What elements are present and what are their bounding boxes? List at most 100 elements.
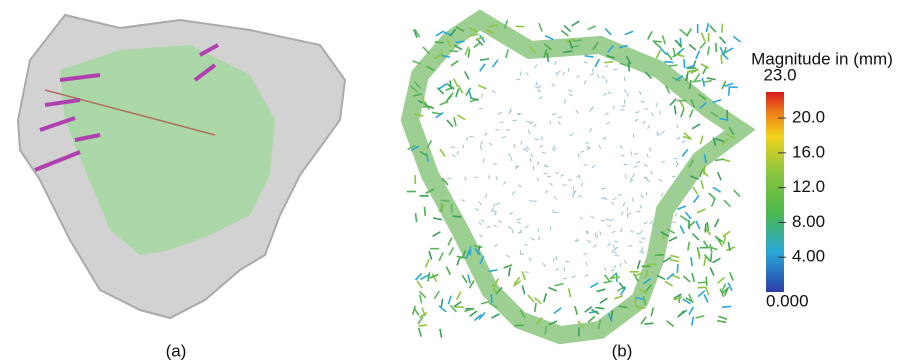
vector <box>603 93 606 95</box>
vector <box>569 288 571 297</box>
vector <box>538 85 541 88</box>
vector <box>513 120 517 121</box>
vector <box>435 42 444 43</box>
vector <box>600 298 608 303</box>
vector <box>728 283 732 291</box>
vector <box>631 152 632 156</box>
vector <box>570 133 573 136</box>
vector <box>474 177 478 178</box>
vector <box>653 41 662 42</box>
vector <box>603 137 606 139</box>
vector <box>696 221 700 229</box>
vector <box>481 94 482 98</box>
vector <box>547 176 551 177</box>
vector <box>461 200 464 202</box>
vector <box>720 37 726 44</box>
vector <box>715 159 724 160</box>
vector <box>584 61 587 63</box>
vector <box>696 51 700 59</box>
vector <box>450 51 459 52</box>
vector <box>665 281 673 286</box>
vector <box>688 242 690 251</box>
vector <box>572 276 576 278</box>
vector <box>605 65 609 67</box>
vector <box>613 198 617 199</box>
vector <box>656 102 657 106</box>
vector <box>534 65 536 68</box>
vector <box>656 50 660 58</box>
vector <box>498 112 501 114</box>
vector <box>675 106 676 115</box>
vector <box>550 121 551 125</box>
vector <box>440 149 445 156</box>
vector <box>676 54 685 56</box>
vector <box>675 213 677 216</box>
vector <box>636 161 640 163</box>
vector <box>554 308 561 314</box>
colorbar-min-label: 0.000 <box>766 291 809 310</box>
vector <box>710 244 712 253</box>
vector <box>573 187 574 191</box>
vector <box>651 113 653 116</box>
vector <box>712 258 720 262</box>
vector <box>544 293 547 302</box>
vector <box>644 164 648 166</box>
vector <box>676 124 678 128</box>
vector <box>451 61 458 66</box>
vector <box>457 115 465 120</box>
vector <box>628 93 629 97</box>
colorbar-tick-label: 16.0 <box>792 142 825 161</box>
vector <box>416 213 417 222</box>
vector <box>432 112 441 114</box>
vector <box>669 237 677 241</box>
vector <box>704 257 705 266</box>
vector <box>621 155 625 156</box>
vector <box>680 101 684 109</box>
vector <box>535 303 536 312</box>
figure: (a) (b) Magnitude in (mm) 23.00.00020.01… <box>0 0 913 363</box>
vector <box>639 251 642 253</box>
vector <box>613 251 617 253</box>
vector <box>722 53 729 59</box>
vector <box>700 42 706 49</box>
vector <box>428 272 429 281</box>
vector <box>452 216 461 217</box>
vector <box>550 227 551 231</box>
vector <box>722 306 731 307</box>
vector <box>493 60 498 67</box>
vector <box>598 74 599 78</box>
vector <box>457 257 460 265</box>
vector <box>614 265 616 268</box>
vector <box>625 174 626 178</box>
vector <box>721 55 722 64</box>
vector <box>543 263 545 266</box>
vector <box>542 152 546 154</box>
vector <box>480 64 485 71</box>
vector <box>707 78 716 80</box>
vector <box>612 231 615 233</box>
vector <box>640 230 642 233</box>
vector <box>593 245 596 248</box>
vector <box>607 226 611 227</box>
vector <box>719 316 727 319</box>
vector <box>538 236 540 240</box>
vector <box>691 257 692 266</box>
vector <box>708 46 710 55</box>
vector <box>489 143 492 146</box>
vector <box>440 329 442 338</box>
vector <box>670 99 676 105</box>
vector <box>682 141 685 143</box>
vector <box>470 311 477 316</box>
vector <box>429 251 432 260</box>
vector <box>433 218 442 220</box>
vector <box>535 139 539 140</box>
vector <box>516 79 520 80</box>
vector <box>623 202 625 206</box>
vector <box>647 154 648 158</box>
vector <box>644 323 653 324</box>
vector <box>492 90 495 93</box>
vector <box>592 106 594 110</box>
vector <box>677 264 678 273</box>
vector <box>713 187 721 192</box>
vector <box>538 228 539 232</box>
